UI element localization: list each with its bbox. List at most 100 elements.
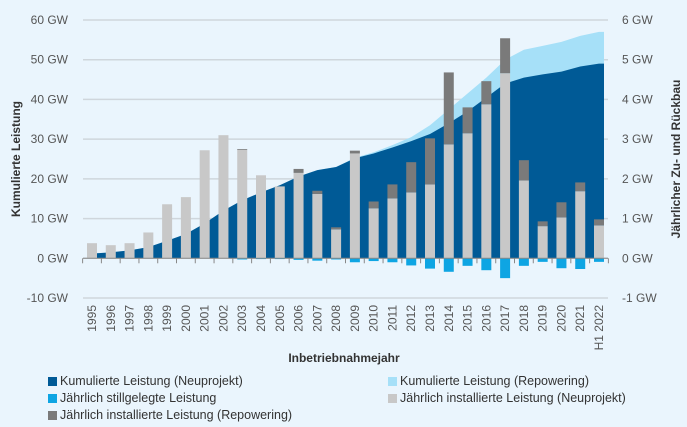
x-tick-label: 2011 — [385, 305, 399, 331]
y-axis-label-left: Kumulierte Leistung — [9, 101, 23, 217]
bar-installed-neuprojekt — [443, 144, 454, 259]
x-tick-label: H1 2022 — [592, 305, 606, 351]
y-tick-left: -10 GW — [27, 291, 69, 305]
bar-decommissioned — [368, 258, 379, 262]
bar-installed-repowering — [349, 150, 360, 154]
x-tick-label: 1997 — [123, 305, 137, 332]
bar-installed-neuprojekt — [312, 193, 323, 259]
bar-installed-neuprojekt — [256, 175, 266, 259]
bar-installed-repowering — [537, 221, 548, 227]
legend-item: Jährlich installierte Leistung (Neuproje… — [388, 391, 626, 405]
x-tick-label: 2007 — [310, 305, 324, 332]
bar-installed-neuprojekt — [500, 73, 511, 259]
bar-installed-neuprojekt — [105, 245, 116, 259]
y-tick-right: 5 GW — [622, 53, 653, 67]
area-cumulative-neuprojekt — [87, 63, 604, 259]
x-tick-label: 2003 — [235, 305, 249, 332]
bar-installed-neuprojekt — [556, 217, 567, 259]
x-tick-label: 2004 — [254, 305, 268, 332]
x-tick-label: 2009 — [348, 305, 362, 332]
legend-item: Jährlich stillgelegte Leistung — [48, 391, 216, 405]
bar-decommissioned — [518, 258, 529, 266]
bar-installed-repowering — [462, 107, 473, 134]
bar-decommissioned — [293, 258, 304, 260]
bar-decommissioned — [425, 258, 435, 269]
x-tick-label: 2016 — [479, 305, 493, 332]
bar-installed-repowering — [594, 219, 604, 226]
bar-installed-neuprojekt — [518, 180, 529, 259]
legend-label: Jährlich stillgelegte Leistung — [60, 391, 217, 405]
bar-decommissioned — [312, 258, 323, 261]
x-axis-label: Inbetriebnahmejahr — [288, 351, 400, 365]
bar-installed-neuprojekt — [575, 191, 586, 259]
bar-decommissioned — [387, 258, 398, 263]
x-tick-label: 2018 — [517, 305, 531, 332]
bar-decommissioned — [500, 258, 511, 279]
y-tick-left: 0 GW — [37, 251, 68, 265]
bar-installed-neuprojekt — [331, 229, 342, 259]
legend-item: Kumulierte Leistung (Repowering) — [388, 374, 589, 388]
legend-label: Jährlich installierte Leistung (Neuproje… — [400, 391, 626, 405]
x-tick-label: 2021 — [573, 305, 587, 332]
y-tick-right: -1 GW — [622, 291, 657, 305]
x-tick-label: 2013 — [423, 305, 437, 332]
x-tick-label: 2006 — [292, 305, 306, 332]
bar-decommissioned — [462, 258, 473, 266]
y-tick-left: 50 GW — [31, 53, 69, 67]
bar-installed-repowering — [575, 182, 586, 192]
bar-installed-repowering — [556, 202, 567, 218]
legend-label: Kumulierte Leistung (Neuprojekt) — [60, 374, 243, 388]
y-tick-right: 3 GW — [622, 132, 653, 146]
bar-installed-neuprojekt — [349, 153, 360, 259]
bar-installed-neuprojekt — [293, 172, 304, 259]
x-tick-label: 2019 — [536, 305, 550, 332]
bar-decommissioned — [594, 258, 604, 262]
bar-installed-neuprojekt — [406, 192, 417, 259]
bar-installed-neuprojekt — [594, 225, 604, 259]
x-tick-label: 2020 — [554, 305, 568, 332]
bar-installed-neuprojekt — [237, 149, 248, 259]
bar-installed-neuprojekt — [481, 104, 492, 259]
x-tick-label: 2012 — [404, 305, 418, 332]
x-tick-label: 2001 — [198, 305, 212, 332]
bar-installed-neuprojekt — [180, 197, 191, 259]
x-tick-label: 2000 — [179, 305, 193, 332]
bar-installed-neuprojekt — [425, 184, 435, 259]
y-tick-left: 20 GW — [31, 172, 69, 186]
bar-decommissioned — [481, 258, 492, 271]
x-tick-label: 1996 — [104, 305, 118, 332]
y-tick-left: 10 GW — [31, 212, 69, 226]
x-tick-label: 2008 — [329, 305, 343, 332]
bar-installed-neuprojekt — [143, 232, 154, 259]
legend-swatch — [48, 393, 57, 403]
bar-installed-neuprojekt — [537, 226, 548, 259]
bar-decommissioned — [237, 258, 248, 260]
bar-installed-repowering — [518, 160, 529, 181]
x-tick-label: 1998 — [141, 305, 155, 332]
bar-installed-repowering — [368, 201, 379, 209]
bar-installed-neuprojekt — [462, 133, 473, 259]
bar-decommissioned — [575, 258, 586, 270]
bar-decommissioned — [331, 258, 342, 260]
bar-installed-repowering — [331, 227, 342, 230]
bar-decommissioned — [349, 258, 360, 263]
x-tick-label: 2002 — [216, 305, 230, 332]
bar-decommissioned — [556, 258, 567, 269]
x-tick-label: 2014 — [442, 305, 456, 332]
bar-decommissioned — [406, 258, 417, 266]
bar-installed-repowering — [481, 81, 492, 105]
legend-item: Kumulierte Leistung (Neuprojekt) — [48, 374, 243, 388]
bar-decommissioned — [443, 258, 454, 272]
bar-installed-repowering — [387, 184, 398, 199]
bar-installed-repowering — [500, 38, 511, 74]
bar-installed-neuprojekt — [274, 186, 285, 259]
bar-installed-repowering — [425, 138, 435, 185]
bar-installed-neuprojekt — [124, 243, 135, 259]
x-tick-label: 2017 — [498, 305, 512, 332]
y-tick-left: 60 GW — [31, 13, 69, 27]
x-tick-label: 1995 — [85, 305, 99, 332]
bar-installed-repowering — [443, 72, 454, 145]
bar-installed-neuprojekt — [87, 243, 97, 259]
x-tick-label: 2015 — [461, 305, 475, 332]
